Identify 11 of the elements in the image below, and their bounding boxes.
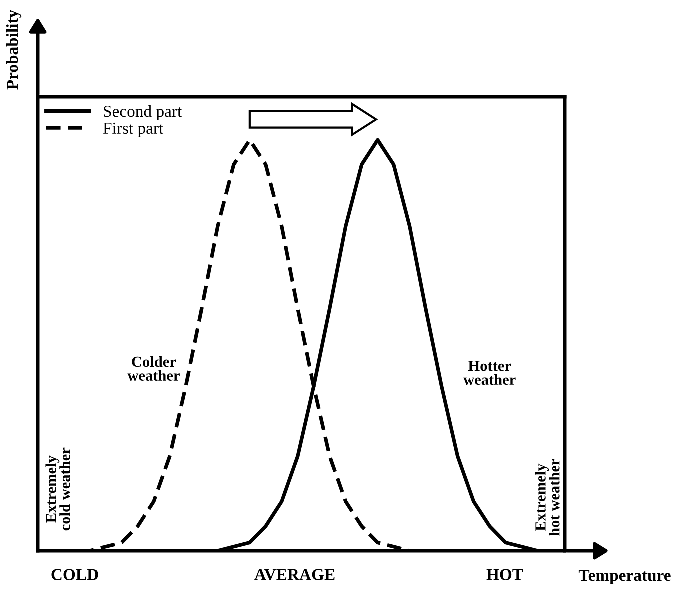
y-axis-title: Probability xyxy=(6,10,22,90)
x-axis-title: Temperature xyxy=(578,570,671,585)
annotation: Colder weather xyxy=(128,356,180,381)
annotation: Hotter weather xyxy=(464,361,516,386)
text: HOT xyxy=(486,569,524,580)
annotation: Extremely cold weather xyxy=(46,448,70,531)
legend-label: First part xyxy=(103,122,164,138)
text: AVERAGE xyxy=(254,569,335,580)
annotation: Extremely hot weather xyxy=(535,459,560,536)
legend-label: Second part xyxy=(104,105,182,121)
text: COLD xyxy=(52,569,98,580)
